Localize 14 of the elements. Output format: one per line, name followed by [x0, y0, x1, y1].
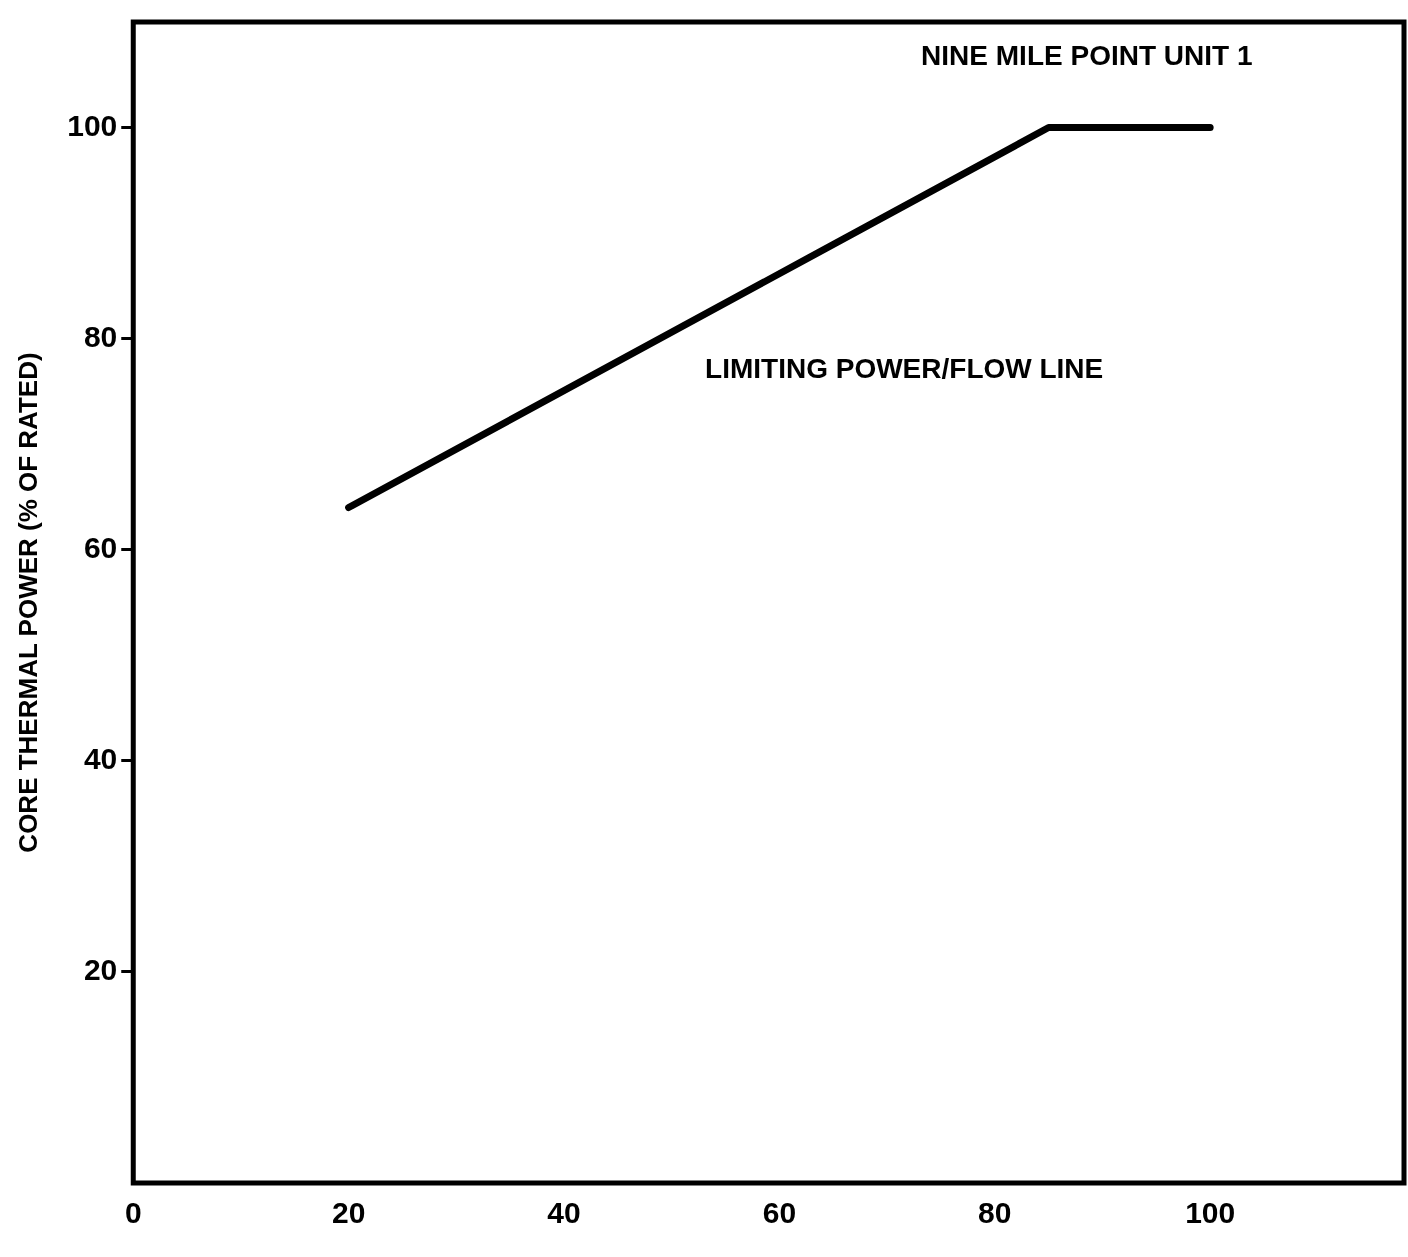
y-tick-label: 60: [83, 530, 118, 564]
x-tick-label: 0: [124, 1196, 142, 1230]
y-tick-label: 80: [83, 319, 118, 353]
y-tick-label: 20: [83, 953, 118, 987]
x-tick-label: 60: [762, 1196, 797, 1230]
x-tick-label: 40: [547, 1196, 581, 1230]
x-tick-label: 100: [1185, 1196, 1236, 1230]
x-tick-label: 80: [978, 1196, 1012, 1230]
annotation: NINE MILE POINT UNIT 1: [921, 39, 1253, 71]
y-tick-label: 100: [67, 108, 118, 142]
y-axis-title: CORE THERMAL POWER (% OF RATED): [12, 352, 43, 853]
annotation: LIMITING POWER/FLOW LINE: [705, 353, 1104, 385]
y-tick-label: 40: [83, 742, 118, 776]
x-tick-label: 20: [331, 1196, 366, 1230]
